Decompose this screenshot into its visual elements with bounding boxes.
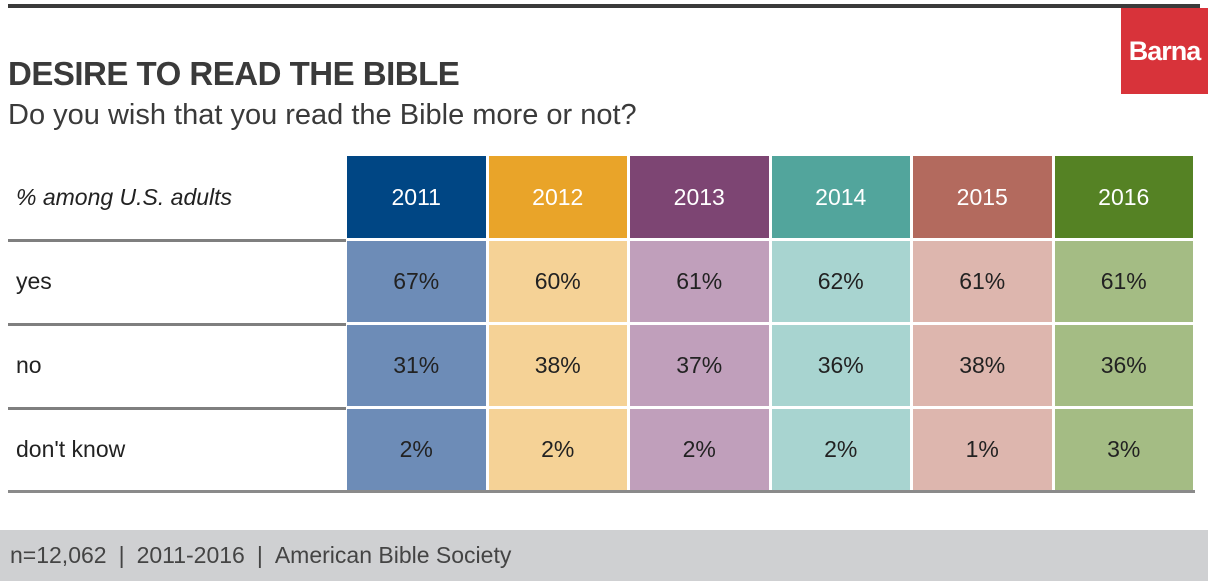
header-label: % among U.S. adults (16, 183, 233, 210)
year-header-2013: 2013 (630, 156, 769, 238)
table-cell: 37% (630, 325, 769, 406)
table-cell: 2% (488, 409, 627, 490)
data-table: % among U.S. adults 2011 2012 2013 2014 2015 2… (8, 156, 1195, 493)
table-cell: 38% (488, 325, 627, 406)
year-header-2015: 2015 (913, 156, 1052, 238)
table-cell: 61% (913, 241, 1052, 322)
table-cell: 3% (1054, 409, 1193, 490)
table-cell: 61% (1054, 241, 1193, 322)
row-rule (8, 323, 346, 326)
data-source: American Bible Society (274, 542, 512, 568)
table-cell: 67% (347, 241, 486, 322)
year-header-2012: 2012 (488, 156, 627, 238)
table-cell: 2% (347, 409, 486, 490)
table-cell: 31% (347, 325, 486, 406)
row-label-don-t-know: don't know (16, 436, 126, 462)
survey-years: 2011-2016 (136, 542, 245, 568)
row-rule (8, 239, 346, 242)
table-cell: 2% (630, 409, 769, 490)
table-cell: 61% (630, 241, 769, 322)
sample-size: n=12,062 (10, 542, 107, 568)
row-label-yes: yes (16, 268, 52, 294)
footer-separator: | (118, 542, 125, 568)
chart-subtitle: Do you wish that you read the Bible more… (8, 99, 637, 131)
table-cell: 1% (913, 409, 1052, 490)
footer: n=12,062 | 2011-2016 | American Bible So… (0, 530, 1208, 581)
table-cell: 60% (488, 241, 627, 322)
table-cell: 36% (771, 325, 910, 406)
barna-logo: Barna (1121, 8, 1208, 94)
year-header-2016: 2016 (1054, 156, 1193, 238)
top-rule (8, 4, 1200, 8)
chart-title: DESIRE TO READ THE BIBLE (8, 55, 460, 92)
year-header-2014: 2014 (771, 156, 910, 238)
table-cell: 62% (771, 241, 910, 322)
table-bottom-rule (8, 490, 1195, 493)
row-label-no: no (16, 352, 42, 378)
table-cell: 38% (913, 325, 1052, 406)
footer-separator: | (256, 542, 263, 568)
table-cell: 2% (771, 409, 910, 490)
year-header-2011: 2011 (347, 156, 486, 238)
table-cell: 36% (1054, 325, 1193, 406)
row-rule (8, 407, 346, 410)
